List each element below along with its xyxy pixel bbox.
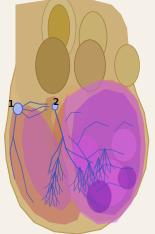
Ellipse shape [118, 166, 136, 190]
Ellipse shape [71, 136, 99, 173]
Ellipse shape [87, 180, 112, 213]
Ellipse shape [36, 37, 70, 94]
Ellipse shape [13, 103, 22, 115]
Polygon shape [51, 84, 90, 136]
Ellipse shape [79, 12, 107, 63]
Ellipse shape [52, 103, 58, 110]
Polygon shape [62, 80, 146, 225]
Polygon shape [5, 5, 149, 234]
Polygon shape [62, 80, 146, 222]
Polygon shape [22, 108, 71, 211]
Ellipse shape [112, 129, 136, 161]
Ellipse shape [86, 143, 106, 184]
Text: 1: 1 [7, 100, 13, 109]
Polygon shape [16, 0, 129, 117]
Polygon shape [43, 96, 81, 178]
Text: 2: 2 [53, 99, 59, 107]
Polygon shape [9, 105, 84, 225]
Polygon shape [53, 94, 71, 159]
Ellipse shape [48, 5, 70, 51]
Polygon shape [71, 89, 141, 215]
Ellipse shape [42, 0, 76, 61]
Ellipse shape [74, 40, 105, 91]
Ellipse shape [115, 44, 140, 87]
Ellipse shape [113, 134, 129, 170]
Ellipse shape [89, 159, 128, 206]
